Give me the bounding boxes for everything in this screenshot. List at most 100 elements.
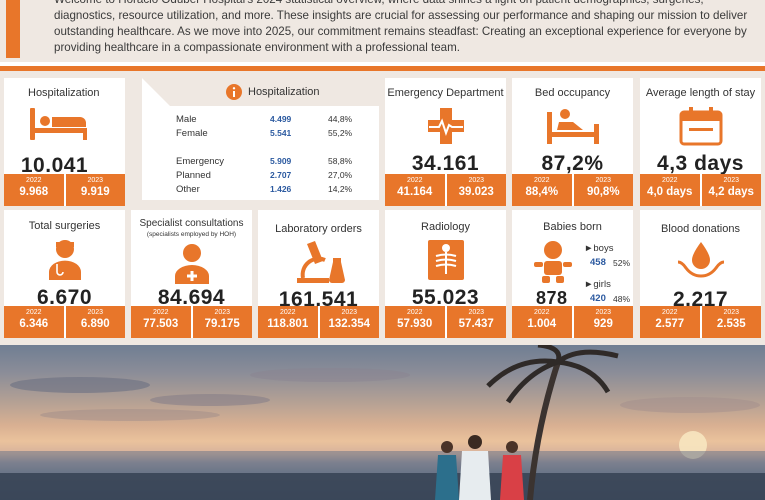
hospitalization-card: Hospitalization 10.041 2022 9.968 2023 9.9…: [4, 78, 125, 206]
year-label: 2023: [341, 309, 358, 316]
year-label: 2023: [214, 309, 231, 316]
year-compare: 2022 41.164 2023 39.023: [385, 174, 506, 206]
year-value: 2.535: [716, 318, 746, 330]
year-value: 9.968: [19, 186, 49, 198]
surgeon-icon: [48, 240, 81, 280]
breakdown-row: Female 5.541 55,2%: [176, 128, 376, 142]
xray-icon: [427, 240, 464, 280]
card-value: 6.670: [36, 286, 93, 309]
year-2022: 2022 77.503: [131, 306, 191, 338]
year-label: 2022: [25, 309, 42, 316]
card-value: 878: [536, 288, 568, 308]
year-label: 2022: [661, 309, 678, 316]
row-value: 2.707: [270, 170, 292, 180]
year-2023: 2023 9.919: [63, 174, 126, 206]
info-icon: [226, 84, 242, 100]
row-pct: 44,8%: [328, 114, 353, 124]
laboratory-card: Laboratory orders 161.541 2022 118.801 20…: [258, 210, 379, 338]
year-compare: 2022 2.577 2023 2.535: [640, 306, 761, 338]
year-compare: 2022 1.004 2023 929: [512, 306, 633, 338]
card-value: 10.041: [20, 154, 89, 177]
breakdown-header: [142, 78, 379, 106]
row-pct: 58,8%: [328, 156, 353, 166]
year-2022: 2022 9.968: [4, 174, 64, 206]
hospitalization-breakdown: Hospitalization Male 4.499 44,8% Female …: [142, 78, 379, 200]
breakdown-title: Hospitalization: [248, 86, 320, 98]
patient-bed-icon: [546, 109, 599, 144]
girls-value: 420: [590, 293, 606, 304]
year-2022: 2022 88,4%: [512, 174, 572, 206]
intro-line: Welcome to Horacio Oduber Hospital's 202…: [54, 0, 754, 8]
year-2023: 2023 929: [571, 306, 634, 338]
breakdown-row: Male 4.499 44,8%: [176, 114, 376, 128]
year-label: 2023: [87, 177, 104, 184]
year-value: 118.801: [267, 318, 309, 330]
row-label: Emergency: [176, 156, 225, 167]
intro-line: diagnostics, resource utilization, and m…: [54, 9, 748, 22]
year-2022: 2022 6.346: [4, 306, 64, 338]
year-label: 2022: [152, 309, 169, 316]
year-value: 90,8%: [586, 186, 620, 198]
card-title: Total surgeries: [28, 220, 101, 232]
year-value: 77.503: [143, 318, 179, 330]
year-2023: 2023 79.175: [190, 306, 253, 338]
beach-sunset-photo: [0, 345, 765, 500]
card-value: 34.161: [411, 152, 480, 175]
card-title: Specialist consultations: [139, 218, 244, 229]
year-compare: 2022 6.346 2023 6.890: [4, 306, 125, 338]
card-title: Radiology: [421, 221, 470, 233]
year-2023: 2023 6.890: [63, 306, 126, 338]
intro-line: outstanding healthcare. As we move into …: [54, 25, 747, 38]
emergency-cross-icon: [427, 108, 464, 144]
row-label: Female: [176, 128, 208, 139]
specialist-card: Specialist consultations (specialists em…: [131, 210, 252, 338]
card-title: Laboratory orders: [275, 223, 362, 235]
year-label: 2022: [279, 309, 296, 316]
year-2022: 2022 118.801: [258, 306, 318, 338]
beach-scene: [0, 345, 765, 500]
card-title: Bed occupancy: [534, 87, 611, 99]
year-label: 2022: [25, 177, 42, 184]
year-value: 2.577: [655, 318, 685, 330]
year-value: 79.175: [204, 318, 240, 330]
year-label: 2023: [468, 177, 485, 184]
year-label: 2023: [723, 309, 740, 316]
year-value: 39.023: [458, 186, 494, 198]
card-title: Average length of stay: [645, 87, 756, 99]
row-pct: 27,0%: [328, 170, 353, 180]
breakdown-title-wrap: Hospitalization: [142, 78, 379, 106]
microscope-icon: [296, 241, 345, 283]
card-title: Emergency Department: [387, 87, 504, 99]
row-value: 5.909: [270, 156, 292, 166]
row-pct: 14,2%: [328, 184, 353, 194]
breakdown-row: Other 1.426 14,2%: [176, 184, 376, 198]
row-value: 5.541: [270, 128, 292, 138]
card-value: 4,3 days: [657, 152, 744, 175]
doctor-icon: [174, 244, 209, 284]
year-value: 9.919: [80, 186, 110, 198]
calendar-icon: [679, 107, 722, 146]
baby-icon: [534, 241, 572, 283]
year-label: 2023: [723, 177, 740, 184]
radiology-card: Radiology 55.023 2022 57.930 2023 57.437: [385, 210, 506, 338]
year-value: 4,0 days: [647, 186, 693, 198]
bed-occupancy-card: Bed occupancy 87,2% 2022 88,4% 2023 90,8%: [512, 78, 633, 206]
year-compare: 2022 77.503 2023 79.175: [131, 306, 252, 338]
year-compare: 2022 57.930 2023 57.437: [385, 306, 506, 338]
year-compare: 2022 4,0 days 2023 4,2 days: [640, 174, 761, 206]
year-2023: 2023 39.023: [444, 174, 507, 206]
year-label: 2023: [468, 309, 485, 316]
row-label: Male: [176, 114, 197, 125]
year-value: 6.346: [19, 318, 49, 330]
stats-panel: [0, 71, 765, 345]
year-value: 132.354: [328, 318, 371, 330]
blood-donations-card: Blood donations 2.217 2022 2.577 2023 2.53…: [640, 210, 761, 338]
year-label: 2023: [595, 309, 612, 316]
girls-pct: 48%: [613, 294, 631, 304]
breakdown-row: Emergency 5.909 58,8%: [176, 156, 376, 170]
card-title: Blood donations: [661, 223, 740, 235]
year-value: 1.004: [527, 318, 557, 330]
length-of-stay-card: Average length of stay 4,3 days 2022 4,0 …: [640, 78, 761, 206]
year-label: 2022: [661, 177, 678, 184]
card-value: 55.023: [411, 286, 480, 309]
